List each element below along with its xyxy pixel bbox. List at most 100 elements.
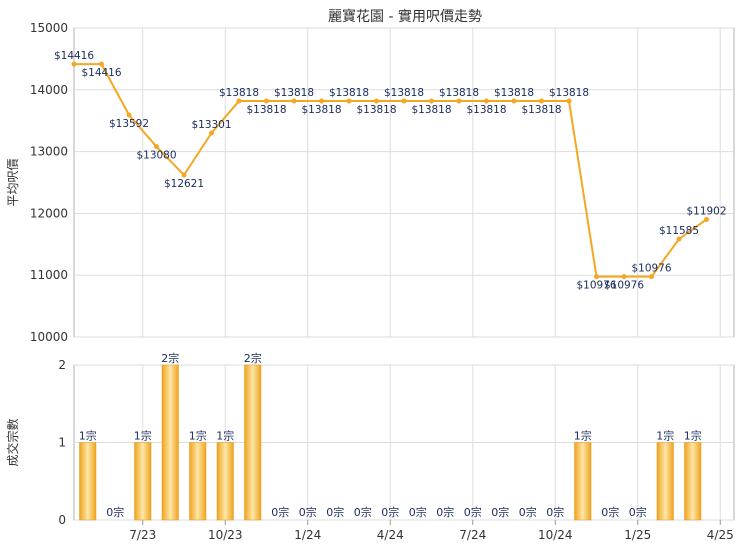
price-point [154, 144, 159, 150]
volume-data-label: 1宗 [79, 429, 97, 443]
price-point [126, 112, 132, 118]
price-point [539, 98, 544, 104]
price-data-label: $13818 [494, 87, 534, 99]
volume-data-label: 2宗 [161, 351, 179, 365]
volume-data-label: 0宗 [271, 505, 289, 519]
volume-bar [79, 442, 97, 521]
price-data-label: $13818 [219, 87, 259, 99]
top-y-tick-label: 10000 [30, 330, 68, 344]
price-point [649, 274, 654, 280]
top-y-tick-label: 15000 [30, 21, 68, 35]
volume-data-label: 0宗 [299, 505, 317, 519]
volume-data-label: 1宗 [134, 429, 152, 443]
price-point [291, 98, 297, 104]
volume-data-label: 0宗 [436, 505, 454, 519]
volume-bar [656, 442, 674, 521]
price-data-label: $11585 [659, 225, 699, 237]
price-point [319, 98, 324, 104]
volume-bar [161, 364, 179, 521]
price-point [236, 98, 242, 104]
top-y-axis-label: 平均呎價 [6, 158, 20, 206]
volume-data-label: 0宗 [464, 505, 482, 519]
price-point [209, 130, 214, 136]
volume-bar [684, 442, 702, 521]
volume-data-label: 0宗 [601, 505, 619, 519]
bottom-y-tick-label: 2 [58, 358, 66, 372]
transaction-bar-chart: 0 1 2 7/23 10/23 1/24 4/24 7/24 10/24 1/25 4/25 成交宗… [5, 351, 735, 542]
volume-bar [244, 364, 262, 521]
price-data-label: $13818 [301, 104, 341, 116]
price-point [676, 236, 682, 242]
x-tick-label: 1/25 [624, 528, 651, 542]
price-point [621, 274, 627, 280]
x-tick-label: 10/23 [208, 528, 243, 542]
price-series-line [74, 63, 708, 278]
x-tick-label: 7/23 [129, 528, 156, 542]
price-data-label: $13818 [466, 104, 506, 116]
price-data-label: $10976 [576, 280, 616, 292]
x-tick-label: 4/24 [377, 528, 404, 542]
volume-data-label: 0宗 [546, 505, 564, 519]
price-data-label: $10976 [604, 280, 644, 292]
chart-title: 麗寶花園 - 實用呎價走勢 [328, 8, 482, 25]
volume-data-label: 1宗 [656, 429, 674, 443]
price-point [704, 216, 709, 222]
volume-data-label: 0宗 [106, 505, 124, 519]
bottom-y-tick-label: 0 [58, 513, 66, 527]
x-tick-label: 1/24 [294, 528, 321, 542]
price-point [511, 98, 517, 104]
volume-bar [574, 442, 592, 521]
volume-data-label: 0宗 [491, 505, 509, 519]
price-point [429, 98, 434, 104]
price-data-label: $13818 [356, 104, 396, 116]
top-y-tick-label: 14000 [30, 83, 68, 97]
volume-data-label: 2宗 [244, 351, 262, 365]
top-y-tick-label: 13000 [30, 145, 68, 159]
price-point [484, 98, 489, 104]
price-point [374, 98, 379, 104]
volume-data-label: 1宗 [189, 429, 207, 443]
volume-data-label: 0宗 [629, 505, 647, 519]
price-data-label: $12621 [164, 178, 204, 190]
price-point [264, 98, 269, 104]
price-point [456, 98, 462, 104]
price-data-label: $13592 [109, 118, 149, 130]
price-point [566, 98, 572, 104]
x-tick-label: 4/25 [707, 528, 734, 542]
price-data-label: $13818 [549, 87, 589, 99]
volume-data-label: 1宗 [216, 429, 234, 443]
price-data-label: $10976 [631, 263, 671, 275]
price-data-label: $11902 [686, 205, 726, 217]
top-y-tick-label: 12000 [30, 206, 68, 220]
price-point [594, 274, 599, 280]
bottom-y-axis-label: 成交宗數 [5, 418, 20, 466]
bottom-y-tick-label: 1 [58, 436, 66, 450]
price-data-label: $13080 [136, 150, 176, 162]
volume-bar [216, 442, 234, 521]
volume-data-label: 0宗 [409, 505, 427, 519]
top-plot-frame [73, 27, 735, 338]
price-data-label: $13818 [411, 104, 451, 116]
price-data-label: $13818 [521, 104, 561, 116]
volume-data-label: 0宗 [354, 505, 372, 519]
price-point [99, 61, 104, 67]
volume-bar [134, 442, 152, 521]
price-data-label: $13818 [274, 87, 314, 99]
price-point [181, 172, 187, 178]
price-data-label: $13818 [329, 87, 369, 99]
x-tick-label: 7/24 [459, 528, 486, 542]
volume-data-label: 0宗 [519, 505, 537, 519]
price-data-label: $13818 [439, 87, 479, 99]
volume-data-label: 0宗 [381, 505, 399, 519]
volume-bar [189, 442, 207, 521]
volume-data-label: 1宗 [684, 429, 702, 443]
price-point [71, 61, 77, 67]
top-y-tick-label: 11000 [30, 268, 68, 282]
price-data-label: $13818 [246, 104, 286, 116]
price-data-label: $13301 [191, 119, 231, 131]
price-data-label: $14416 [54, 50, 94, 62]
price-line-chart: 10000 11000 12000 13000 14000 15000 平均呎價 $14416… [6, 21, 735, 344]
price-data-label: $14416 [81, 67, 121, 79]
